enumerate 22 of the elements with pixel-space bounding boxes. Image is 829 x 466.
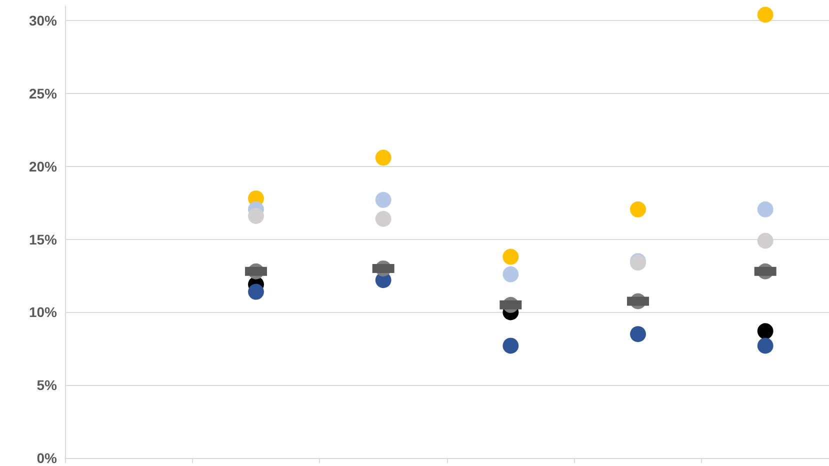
point [375,210,392,227]
point [757,232,774,249]
point [757,201,774,218]
y-tick-label: 0% [36,450,58,466]
y-tick-label: 15% [28,231,58,248]
y-tick-label: 30% [28,12,58,29]
point [502,266,519,282]
y-tick-label: 20% [28,158,58,174]
point [757,338,774,354]
point [502,338,519,354]
point [630,326,646,342]
point [248,284,264,300]
y-tick-label: 10% [28,304,58,320]
point [248,208,264,224]
point [375,192,392,208]
point [375,150,392,166]
point [757,323,774,340]
y-tick-label: 25% [28,85,58,102]
point [757,6,774,23]
point [502,248,519,265]
y-tick-label: 5% [36,377,58,394]
point [630,201,646,218]
